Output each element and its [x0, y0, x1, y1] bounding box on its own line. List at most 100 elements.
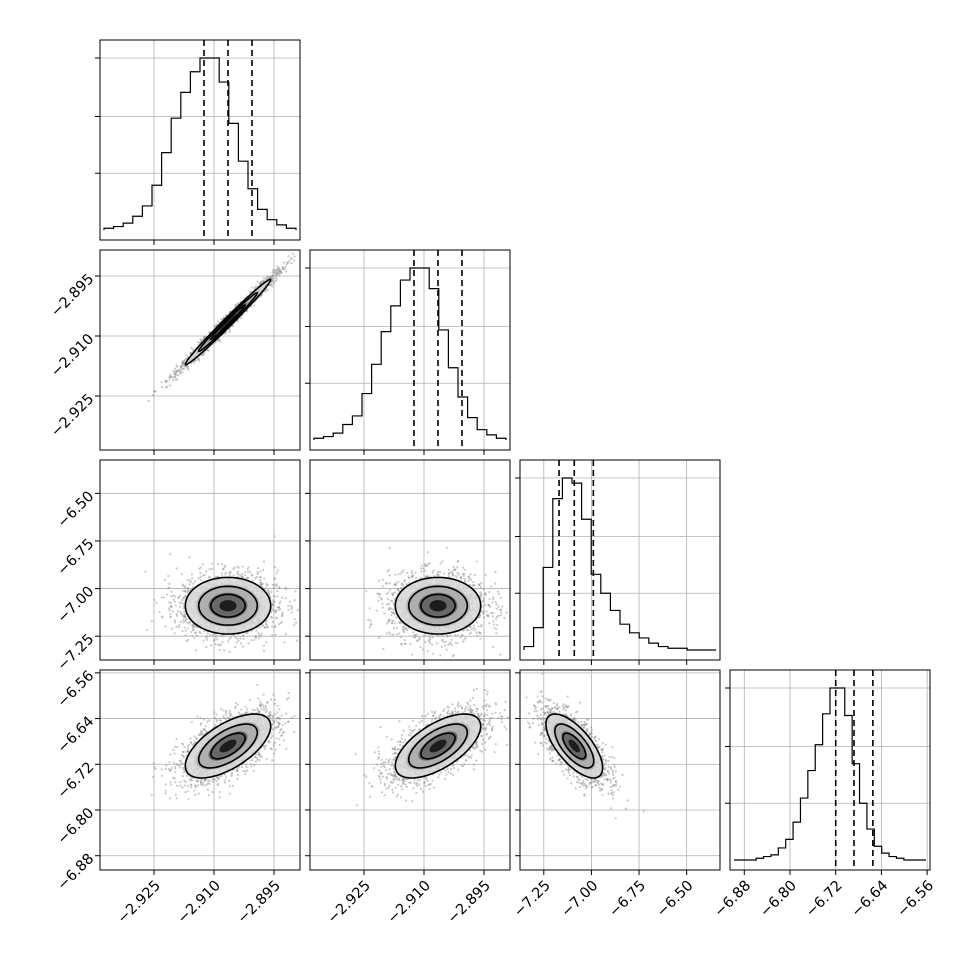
scatter-point	[275, 616, 278, 619]
scatter-point	[266, 589, 269, 592]
scatter-point	[401, 626, 404, 629]
scatter-point	[179, 371, 182, 374]
scatter-point	[445, 546, 449, 549]
scatter-point	[272, 609, 275, 612]
scatter-point	[176, 365, 179, 368]
scatter-point	[263, 625, 267, 628]
scatter-point	[392, 612, 395, 615]
scatter-point	[272, 604, 275, 607]
scatter-point	[441, 638, 444, 641]
scatter-point	[187, 590, 190, 593]
scatter-point	[468, 577, 472, 580]
scatter-point	[236, 573, 239, 576]
scatter-point	[202, 335, 205, 339]
scatter-point	[270, 615, 273, 619]
scatter-point	[273, 594, 276, 598]
scatter-point	[368, 607, 371, 610]
panel-2-1	[305, 459, 511, 665]
scatter-point	[271, 634, 274, 637]
scatter-point	[280, 614, 284, 617]
scatter-point	[277, 605, 281, 609]
scatter-point	[271, 271, 274, 274]
histogram-0	[103, 57, 297, 230]
scatter-point	[278, 274, 281, 277]
scatter-point	[272, 282, 276, 285]
scatter-point	[171, 610, 174, 613]
scatter-point	[432, 569, 435, 572]
scatter-point	[183, 626, 186, 629]
scatter-point	[257, 632, 260, 635]
scatter-point	[437, 634, 440, 638]
scatter-point	[497, 614, 500, 617]
scatter-point	[261, 568, 265, 572]
scatter-point	[271, 275, 274, 278]
scatter-point	[277, 271, 280, 275]
scatter-point	[403, 580, 406, 583]
scatter-point	[442, 640, 446, 644]
scatter-point	[314, 234, 316, 236]
scatter-point	[263, 577, 266, 580]
scatter-point	[457, 573, 460, 576]
scatter-point	[193, 580, 197, 583]
scatter-point	[258, 576, 262, 579]
scatter-point	[375, 609, 378, 612]
scatter-point	[447, 573, 450, 576]
scatter-point	[169, 615, 172, 618]
scatter-point	[277, 270, 280, 273]
scatter-point	[236, 571, 239, 574]
scatter-point	[216, 638, 219, 641]
scatter-point	[197, 358, 200, 361]
scatter-point	[176, 369, 180, 372]
scatter-point	[281, 613, 284, 616]
scatter-point	[191, 628, 195, 631]
scatter-point	[494, 617, 498, 621]
scatter-point	[189, 580, 192, 583]
scatter-point	[234, 303, 238, 306]
scatter-point	[221, 567, 225, 571]
panel-frame	[99, 39, 301, 241]
scatter-point	[463, 628, 466, 632]
scatter-point	[472, 627, 476, 630]
scatter-point	[259, 576, 262, 579]
scatter-point	[281, 615, 284, 618]
scatter-point	[220, 575, 223, 578]
scatter-point	[246, 570, 250, 573]
scatter-point	[393, 612, 396, 615]
scatter-point	[270, 625, 274, 628]
scatter-point	[294, 590, 297, 593]
scatter-point	[182, 584, 185, 587]
scatter-point	[482, 610, 485, 613]
scatter-point	[161, 616, 164, 619]
scatter-point	[265, 276, 269, 279]
scatter-point	[250, 574, 254, 577]
scatter-point	[277, 606, 281, 609]
scatter-point	[447, 572, 451, 575]
scatter-point	[223, 332, 227, 335]
scatter-point	[153, 390, 156, 393]
scatter-point	[188, 556, 191, 559]
scatter-point	[183, 585, 186, 588]
scatter-point	[179, 369, 182, 372]
scatter-point	[228, 571, 231, 575]
scatter-point	[459, 577, 463, 580]
scatter-point	[235, 641, 238, 644]
scatter-point	[180, 367, 183, 370]
scatter-point	[262, 277, 265, 280]
scatter-point	[424, 564, 427, 567]
scatter-point	[491, 615, 494, 618]
scatter-point	[284, 586, 287, 589]
scatter-point	[399, 572, 402, 575]
scatter-point	[264, 277, 267, 280]
scatter-point	[270, 281, 273, 284]
scatter-point	[266, 288, 269, 291]
density-level-3	[219, 600, 237, 612]
panel-frame	[309, 249, 511, 451]
scatter-point	[181, 360, 184, 363]
scatter-point	[201, 563, 205, 566]
scatter-point	[179, 372, 182, 375]
scatter-point	[277, 609, 280, 612]
scatter-point	[284, 632, 287, 635]
scatter-point	[255, 629, 258, 632]
scatter-point	[272, 271, 275, 274]
